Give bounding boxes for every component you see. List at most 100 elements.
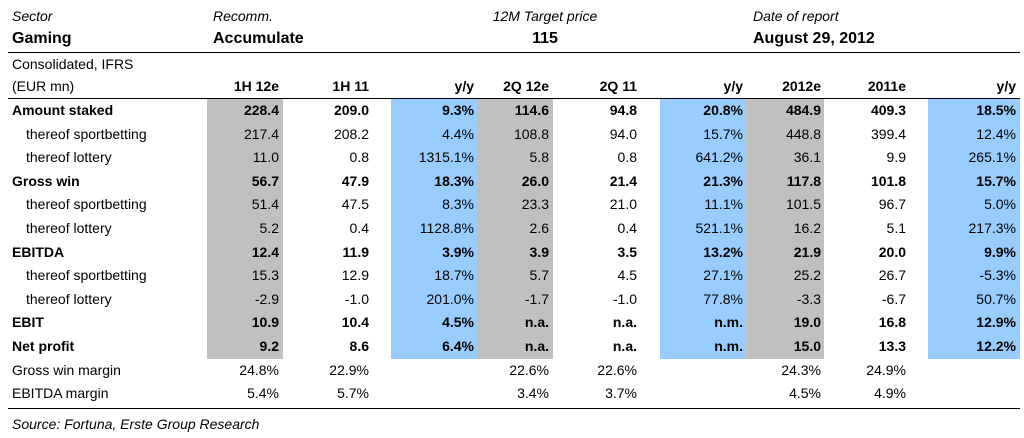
table-cell: 15.3	[251, 267, 279, 283]
table-cell: 5.8	[529, 149, 549, 165]
table-cell: 209.0	[333, 102, 369, 118]
table-cell: 409.3	[870, 102, 906, 118]
table-cell: 0.4	[617, 220, 637, 236]
column-header: 1H 11	[332, 78, 369, 94]
row-label: thereof sportbetting	[26, 267, 147, 283]
table-cell: n.a.	[612, 338, 637, 354]
table-cell: n.m.	[714, 314, 743, 330]
table-cell: 11.1%	[704, 196, 743, 212]
table-cell: 265.1%	[968, 149, 1016, 165]
table-cell: 12.4	[251, 244, 279, 260]
table-subhead-2: (EUR mn)	[12, 78, 75, 94]
shade-2q12e	[477, 99, 553, 359]
table-cell: 21.9	[793, 244, 821, 260]
row-label: Amount staked	[12, 102, 114, 118]
table-cell: 11.9	[342, 244, 369, 260]
table-cell: 18.5%	[976, 102, 1016, 118]
table-cell: 8.6	[349, 338, 369, 354]
table-cell: 217.4	[243, 126, 279, 142]
table-cell: 201.0%	[426, 291, 474, 307]
table-cell: 9.2	[259, 338, 279, 354]
table-cell: 13.3	[878, 338, 906, 354]
table-cell: 15.0	[793, 338, 821, 354]
column-header-rule	[8, 98, 1020, 99]
shade-1h12e	[207, 99, 283, 359]
table-cell: 47.9	[341, 173, 369, 189]
table-cell: 18.7%	[434, 267, 474, 283]
table-cell: 3.4%	[517, 385, 549, 401]
table-cell: 0.4	[349, 220, 369, 236]
table-cell: 4.5%	[789, 385, 821, 401]
table-cell: 3.9%	[442, 244, 474, 260]
row-label: Net profit	[12, 338, 75, 354]
table-cell: 10.4	[341, 314, 369, 330]
table-cell: 5.1	[886, 220, 906, 236]
table-cell: 5.7%	[337, 385, 369, 401]
table-cell: 13.2%	[703, 244, 743, 260]
table-cell: n.a.	[524, 338, 549, 354]
table-cell: 22.9%	[329, 362, 369, 378]
table-cell: 24.3%	[781, 362, 821, 378]
table-cell: 51.4	[251, 196, 279, 212]
row-label: thereof lottery	[26, 220, 112, 236]
table-cell: 16.2	[793, 220, 821, 236]
table-cell: 26.7	[878, 267, 906, 283]
row-label: EBIT	[12, 314, 44, 330]
table-cell: 20.8%	[703, 102, 743, 118]
table-cell: 3.5	[617, 244, 637, 260]
table-cell: 11.0	[252, 149, 279, 165]
table-cell: 208.2	[333, 126, 369, 142]
table-cell: -6.7	[881, 291, 906, 307]
table-cell: 19.0	[793, 314, 821, 330]
table-cell: 117.8	[786, 173, 821, 189]
table-cell: 47.5	[341, 196, 369, 212]
table-cell: 22.6%	[509, 362, 549, 378]
table-cell: 4.4%	[442, 126, 474, 142]
table-cell: 50.7%	[976, 291, 1016, 307]
table-cell: 21.4	[609, 173, 637, 189]
date-value: August 29, 2012	[753, 30, 875, 47]
column-header: 2012e	[782, 78, 821, 94]
table-cell: 21.3%	[703, 173, 743, 189]
table-cell: 484.9	[785, 102, 821, 118]
table-cell: 1128.8%	[419, 220, 474, 236]
table-cell: 4.5%	[442, 314, 474, 330]
table-cell: n.a.	[612, 314, 637, 330]
table-cell: -2.9	[254, 291, 279, 307]
table-cell: 9.9%	[984, 244, 1016, 260]
table-cell: 27.1%	[703, 267, 743, 283]
column-header: 1H 12e	[233, 78, 279, 94]
table-cell: -1.0	[344, 291, 369, 307]
column-header: y/y	[996, 78, 1016, 94]
table-cell: 12.4%	[976, 126, 1016, 142]
table-cell: 0.8	[617, 149, 637, 165]
table-cell: 3.9	[529, 244, 549, 260]
shade-2012e	[746, 99, 824, 359]
column-header: 2Q 11	[599, 78, 637, 94]
column-header: y/y	[723, 78, 743, 94]
table-cell: 12.9%	[976, 314, 1016, 330]
target-price-label: 12M Target price	[492, 8, 598, 24]
table-cell: 3.7%	[605, 385, 637, 401]
recomm-label: Recomm.	[213, 8, 273, 24]
table-cell: 24.8%	[239, 362, 279, 378]
table-cell: 12.9	[341, 267, 369, 283]
table-cell: 21.0	[609, 196, 637, 212]
table-cell: 10.9	[251, 314, 279, 330]
sector-label: Sector	[12, 8, 53, 24]
table-cell: 56.7	[251, 173, 279, 189]
table-cell: 641.2%	[695, 149, 743, 165]
row-label: thereof lottery	[26, 149, 112, 165]
table-cell: 36.1	[793, 149, 821, 165]
table-cell: 399.4	[870, 126, 906, 142]
row-label: thereof lottery	[26, 291, 112, 307]
table-cell: -3.3	[796, 291, 821, 307]
row-label: Gross win margin	[12, 362, 121, 378]
table-cell: 9.3%	[442, 102, 474, 118]
table-cell: -5.3%	[979, 267, 1016, 283]
table-cell: 108.8	[513, 126, 549, 142]
table-cell: 15.7%	[976, 173, 1016, 189]
table-cell: 96.7	[878, 196, 906, 212]
table-cell: 448.8	[785, 126, 821, 142]
shade-yy-3	[928, 99, 1020, 359]
